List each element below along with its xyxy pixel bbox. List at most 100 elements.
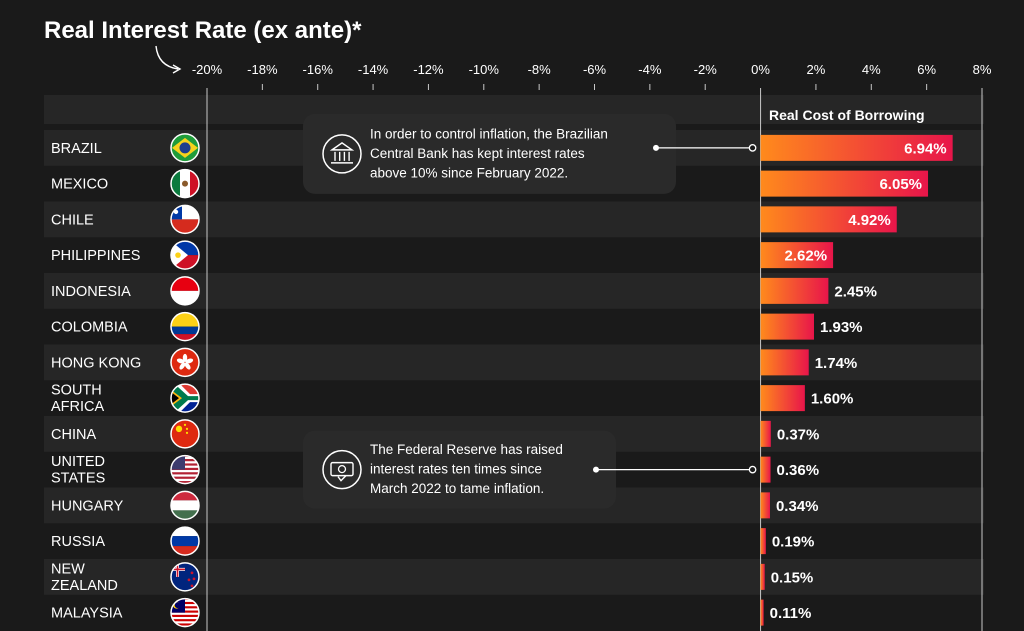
category-label-line: UNITED [51, 454, 105, 470]
x-tick-label: -12% [413, 62, 444, 77]
flag-clip-group [171, 241, 199, 270]
flag-ring [170, 276, 200, 306]
flag-star [183, 423, 187, 426]
category-label-brazil: BRAZIL [51, 141, 102, 157]
flag-stripe [171, 500, 199, 511]
flag-petal [182, 353, 188, 362]
annotation-text: The Federal Reserve has raised interest r… [370, 442, 563, 496]
icon-ring [322, 449, 362, 490]
flag-petal [184, 362, 191, 370]
category-label-hong-kong: HONG KONG [51, 355, 141, 371]
bars [760, 134, 953, 626]
x-tick-label: 8% [973, 62, 992, 77]
flag-brazil-icon [170, 133, 200, 163]
flag-ring [170, 490, 200, 521]
flag-field [171, 562, 199, 591]
flag-clip-group [171, 276, 199, 305]
flag-star [190, 584, 194, 588]
flag-stripe [190, 169, 199, 198]
value-label: 0.19% [772, 534, 815, 551]
icon-roof [329, 142, 355, 151]
flag-stripe [171, 614, 199, 617]
flag-star [175, 425, 183, 433]
flags [170, 133, 200, 628]
x-axis-ticks: -20% -18% -16% -14% -12% -10% -8% -6% -4% -2% 0% 2%… [192, 62, 992, 77]
x-tick-label: -14% [358, 62, 389, 77]
flag-star [190, 571, 194, 575]
flag-star [187, 578, 191, 582]
category-label-line: ZEALAND [51, 578, 118, 594]
flag-stripe [171, 510, 199, 520]
flag-chile-icon [170, 204, 200, 235]
category-label-colombia: COLOMBIA [51, 320, 128, 336]
flag-stripe [171, 169, 180, 198]
flag-cross [176, 562, 179, 577]
bar-new-zealand [760, 563, 765, 590]
flag-indonesia-icon [170, 276, 200, 306]
flag-star [192, 577, 196, 581]
flag-sun [175, 252, 181, 258]
flag-stripe [171, 290, 199, 305]
annotations: In order to control inflation, the Brazi… [303, 113, 757, 509]
bar-brazil [760, 134, 953, 161]
icon-hand [337, 475, 347, 482]
flag-stripe [171, 536, 199, 547]
flag-ring [170, 526, 200, 556]
category-label-line: AFRICA [51, 399, 105, 415]
bar-malaysia [760, 599, 764, 626]
row-bg [44, 559, 984, 595]
flag-philippines-icon [170, 240, 200, 270]
bar-hungary [760, 492, 770, 519]
value-labels: 6.94% 6.05% 4.92% 2.62% 2.45% 1.93% 1.74% 1.60%… [770, 140, 947, 622]
bar-united-states [760, 456, 771, 483]
flag-clip-group [171, 169, 199, 198]
value-label: 4.92% [848, 212, 891, 229]
flag-canton [171, 455, 185, 470]
flag-band [171, 386, 199, 411]
flag-field [171, 348, 199, 377]
flag-ring [170, 383, 200, 413]
category-label-south-africa: SOUTH AFRICA [51, 383, 105, 416]
bar-chile [760, 206, 897, 233]
flag-malaysia-icon [170, 597, 200, 628]
title-arrow-icon [155, 45, 182, 74]
row-bg [44, 344, 984, 381]
category-label-chile: CHILE [51, 212, 94, 228]
value-label: 0.11% [770, 605, 812, 622]
flag-ring [170, 311, 200, 342]
flag-stripe [171, 527, 199, 537]
flag-clip-group [171, 384, 199, 413]
category-label-mexico: MEXICO [51, 177, 108, 193]
x-tick-label: 4% [862, 62, 881, 77]
flag-stripe [171, 481, 199, 484]
icon-note [330, 461, 354, 477]
category-label-line: SOUTH [51, 383, 102, 399]
category-label-united-states: UNITED STATES [51, 454, 105, 487]
bar-china [760, 420, 771, 447]
flag-china-icon [170, 419, 200, 449]
annotation-line: Central Bank has kept interest rates [370, 146, 585, 161]
annotation-line: In order to control inflation, the Brazi… [370, 126, 608, 141]
flag-ring [170, 133, 200, 163]
flag-stripe [171, 472, 199, 475]
flag-stripe [171, 312, 199, 327]
x-tick-label: 2% [807, 62, 826, 77]
value-label: 6.05% [879, 176, 922, 193]
x-tick-label: -6% [583, 62, 607, 77]
category-label-line: NEW [51, 561, 85, 577]
flag-ring [170, 204, 200, 235]
flag-ring [170, 240, 200, 270]
chart-title: Real Interest Rate (ex ante)* [44, 17, 362, 44]
category-label-line: STATES [51, 471, 105, 487]
flag-new-zealand-icon [170, 562, 200, 592]
category-label-new-zealand: NEW ZEALAND [51, 561, 118, 594]
icon-coin [337, 464, 347, 474]
flag-south-africa-icon [170, 383, 200, 413]
bar-indonesia [760, 277, 829, 304]
bar-mexico [760, 170, 929, 197]
flag-united-states-icon [170, 454, 200, 485]
category-labels: BRAZIL MEXICO CHILE PHILIPPINES INDONESIA COL… [51, 141, 141, 622]
value-label: 0.37% [777, 426, 820, 443]
flag-ring [170, 562, 200, 592]
annotation-line: above 10% since February 2022. [370, 165, 568, 180]
